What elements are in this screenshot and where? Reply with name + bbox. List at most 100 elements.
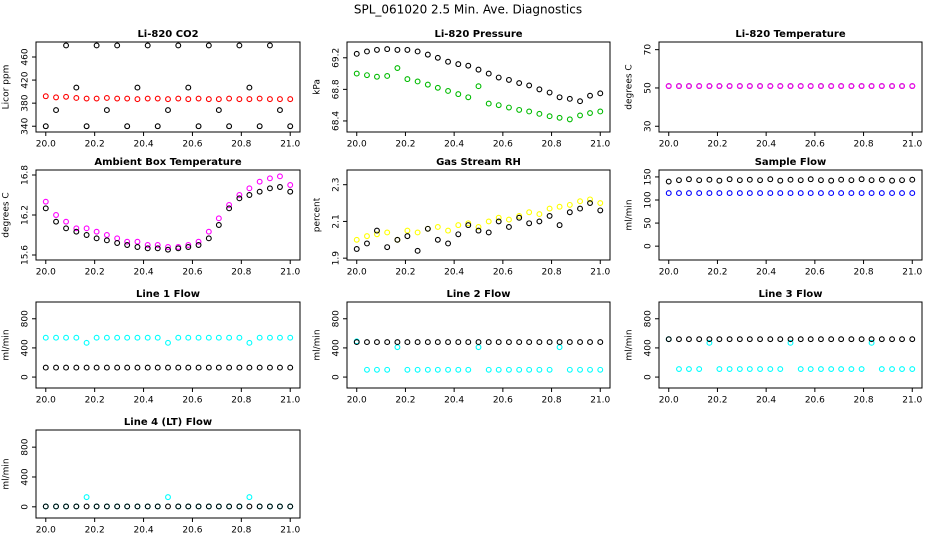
x-tick-label: 20.0	[36, 140, 56, 150]
data-point	[246, 503, 253, 510]
data-point	[696, 366, 703, 373]
data-point	[716, 83, 723, 89]
data-point	[236, 42, 243, 49]
data-point	[597, 366, 604, 373]
data-point	[287, 96, 294, 103]
plot-frame	[658, 169, 923, 261]
data-point	[817, 366, 824, 373]
data-point	[485, 100, 492, 107]
data-point	[828, 366, 835, 373]
data-point	[256, 188, 263, 195]
data-point	[185, 242, 192, 248]
data-point	[404, 233, 411, 240]
data-point	[797, 83, 804, 89]
y-tick-label: 400	[644, 339, 654, 356]
data-point	[124, 364, 131, 371]
x-tick-label: 20.6	[182, 268, 202, 278]
data-point	[577, 198, 583, 205]
data-point	[134, 364, 141, 371]
x-tick-label: 20.4	[756, 268, 776, 278]
data-point	[414, 78, 421, 85]
data-point	[465, 366, 472, 373]
data-point	[556, 203, 563, 210]
data-point	[848, 336, 855, 343]
data-point	[868, 83, 875, 89]
panel-title: Line 4 (LT) Flow	[124, 417, 212, 428]
data-point	[256, 364, 263, 371]
data-point	[706, 176, 713, 183]
data-point	[256, 334, 263, 341]
data-point	[165, 246, 171, 253]
data-point	[73, 364, 80, 371]
data-point	[878, 176, 885, 183]
data-point	[424, 366, 431, 373]
data-point	[726, 176, 733, 183]
x-tick-label: 21.0	[280, 526, 300, 536]
data-point	[93, 235, 100, 242]
data-point	[73, 334, 80, 341]
data-point	[434, 54, 441, 61]
data-point	[205, 228, 212, 235]
data-point	[686, 190, 692, 197]
data-point	[726, 366, 733, 373]
data-point	[246, 494, 253, 501]
y-axis-label: ml/min	[625, 199, 635, 230]
data-point	[495, 218, 502, 225]
data-point	[665, 83, 672, 89]
data-point	[215, 503, 222, 510]
data-point	[154, 503, 161, 510]
x-tick-label: 20.0	[36, 526, 56, 536]
data-point	[757, 190, 764, 197]
data-point	[587, 92, 593, 99]
data-point	[175, 245, 182, 252]
data-point	[536, 86, 543, 93]
data-point	[858, 190, 865, 197]
panel-title: Li-820 Pressure	[434, 29, 522, 40]
data-point	[93, 228, 100, 235]
data-point	[505, 76, 512, 83]
data-point	[807, 190, 814, 197]
x-tick-label: 20.4	[134, 268, 154, 278]
panel-title: Line 2 Flow	[447, 289, 511, 300]
panel-title: Li-820 CO2	[137, 29, 198, 40]
data-point	[505, 104, 512, 111]
data-point	[353, 70, 360, 77]
data-point	[577, 339, 583, 346]
x-tick-label: 21.0	[280, 396, 300, 406]
data-point	[384, 339, 391, 346]
data-point	[124, 242, 131, 248]
data-point	[686, 176, 692, 183]
data-point	[838, 366, 845, 373]
data-point	[165, 503, 171, 510]
data-point	[696, 336, 703, 343]
plot-frame	[35, 429, 301, 519]
x-tick-label: 20.6	[182, 140, 202, 150]
y-tick-label: 16.8	[21, 165, 31, 185]
data-point	[266, 185, 273, 192]
x-tick-label: 20.0	[347, 268, 367, 278]
data-point	[83, 225, 90, 232]
data-point	[546, 339, 553, 346]
data-point	[144, 364, 151, 371]
data-point	[114, 364, 121, 371]
data-point	[414, 339, 421, 346]
data-point	[165, 107, 171, 114]
x-tick-label: 20.0	[659, 140, 679, 150]
data-point	[93, 95, 100, 102]
data-point	[736, 336, 743, 343]
data-point	[828, 83, 835, 89]
panel-title: Line 1 Flow	[136, 289, 200, 300]
data-point	[384, 244, 391, 251]
data-point	[736, 177, 743, 184]
x-tick-label: 20.6	[493, 396, 513, 406]
data-point	[73, 228, 80, 235]
x-tick-label: 20.6	[805, 396, 825, 406]
data-point	[445, 58, 452, 65]
data-point	[577, 205, 583, 212]
data-point	[767, 176, 774, 183]
data-point	[445, 227, 452, 234]
data-point	[374, 73, 380, 80]
y-tick-label: 15.6	[21, 245, 31, 265]
x-tick-label: 21.0	[590, 396, 610, 406]
data-point	[215, 222, 222, 228]
